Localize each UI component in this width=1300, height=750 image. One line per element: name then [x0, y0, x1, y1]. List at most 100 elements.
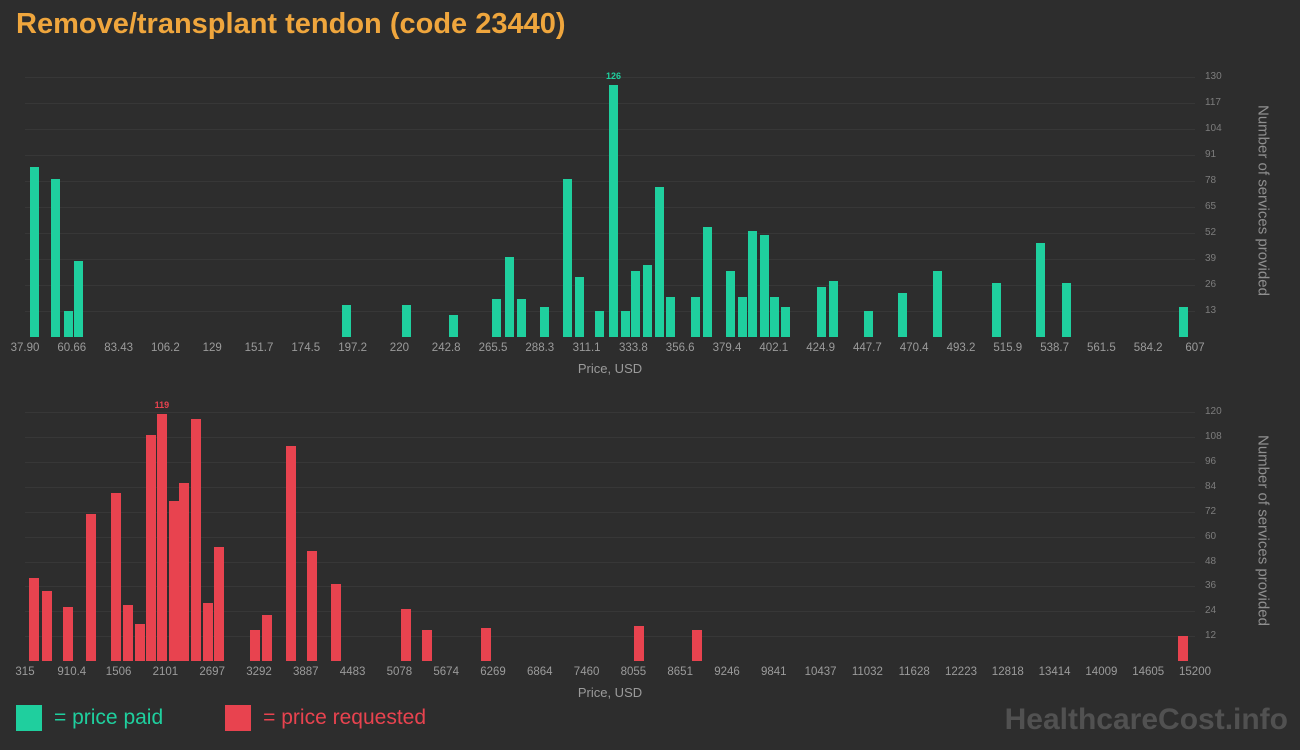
- x-tick-label: 9841: [761, 666, 787, 678]
- price-requested-y-axis-title: Number of services provided: [1254, 435, 1272, 626]
- histogram-bar[interactable]: [111, 493, 121, 661]
- histogram-bar[interactable]: [864, 311, 873, 337]
- max-bar-value-label: 119: [154, 400, 170, 410]
- histogram-bar[interactable]: [829, 281, 838, 337]
- x-tick-label: 106.2: [151, 342, 180, 354]
- histogram-bar[interactable]: [1036, 243, 1045, 337]
- histogram-bar[interactable]: [621, 311, 630, 337]
- histogram-bar[interactable]: [307, 551, 317, 661]
- histogram-bar[interactable]: [631, 271, 640, 337]
- x-tick-label: 8055: [620, 666, 647, 678]
- watermark: HealthcareCost.info: [1004, 703, 1288, 736]
- histogram-bar[interactable]: [179, 483, 189, 661]
- histogram-bar[interactable]: [63, 607, 73, 661]
- histogram-bar[interactable]: [135, 624, 145, 661]
- histogram-bar[interactable]: [770, 297, 779, 337]
- histogram-bar[interactable]: [595, 311, 604, 337]
- histogram-bar[interactable]: [481, 628, 491, 661]
- x-tick-label: 9246: [714, 666, 740, 678]
- x-tick-label: 424.9: [806, 342, 835, 354]
- histogram-bar[interactable]: [250, 630, 260, 661]
- histogram-bar[interactable]: [517, 299, 526, 337]
- price-paid-plot-area: 130 117 104 91 78 65 52 39 26 13 126: [25, 63, 1222, 337]
- histogram-bar[interactable]: [342, 305, 351, 337]
- histogram-bar[interactable]: [191, 419, 201, 661]
- x-tick-label: 584.2: [1133, 342, 1163, 354]
- histogram-bar[interactable]: [169, 501, 179, 661]
- histogram-bar[interactable]: [492, 299, 501, 337]
- histogram-bar[interactable]: [401, 609, 411, 661]
- page-title: Remove/transplant tendon (code 23440): [16, 8, 566, 40]
- x-tick-label: 6864: [527, 666, 553, 678]
- histogram-bar[interactable]: [1179, 307, 1188, 337]
- y-tick-label: 91: [1205, 149, 1217, 160]
- histogram-bar[interactable]: [703, 227, 712, 337]
- histogram-bar[interactable]: [817, 287, 826, 337]
- y-tick-label: 26: [1205, 279, 1217, 290]
- price-paid-x-axis-title: Price, USD: [577, 361, 643, 376]
- x-tick-label: 4483: [339, 666, 366, 678]
- histogram-bar[interactable]: [726, 271, 735, 337]
- histogram-bar[interactable]: [898, 293, 907, 337]
- histogram-bar[interactable]: [51, 179, 60, 337]
- histogram-bar[interactable]: [692, 630, 702, 661]
- histogram-bar[interactable]: [331, 584, 341, 661]
- histogram-bar[interactable]: [781, 307, 790, 337]
- y-tick-label: 39: [1205, 253, 1217, 264]
- x-tick-label: 7460: [573, 666, 600, 678]
- histogram-bar[interactable]: [42, 591, 52, 661]
- histogram-bar[interactable]: [1062, 283, 1071, 337]
- histogram-bar[interactable]: [157, 414, 167, 661]
- histogram-bar[interactable]: [992, 283, 1001, 337]
- x-tick-label: 493.2: [946, 342, 976, 354]
- histogram-bar[interactable]: [214, 547, 224, 661]
- histogram-bar[interactable]: [1178, 636, 1188, 661]
- histogram-bar[interactable]: [760, 235, 769, 337]
- y-tick-label: 120: [1205, 406, 1222, 418]
- histogram-bar[interactable]: [86, 514, 96, 661]
- x-tick-label: 8651: [667, 666, 693, 678]
- x-tick-label: 315: [15, 666, 35, 678]
- histogram-bar[interactable]: [402, 305, 411, 337]
- histogram-bar[interactable]: [74, 261, 83, 337]
- price-requested-x-axis: 315 910.4 1506 2101 2697 3292 3887 4483 5078 5674…: [15, 666, 1211, 684]
- x-tick-label: 515.9: [993, 342, 1023, 354]
- histogram-bar[interactable]: [286, 446, 296, 661]
- x-tick-label: 402.1: [759, 342, 789, 354]
- histogram-bar[interactable]: [666, 297, 675, 337]
- y-tick-label: 108: [1205, 431, 1222, 443]
- histogram-bar[interactable]: [643, 265, 652, 337]
- histogram-bar[interactable]: [422, 630, 432, 661]
- histogram-bar[interactable]: [738, 297, 747, 337]
- y-tick-label: 78: [1205, 175, 1217, 186]
- histogram-bar[interactable]: [505, 257, 514, 337]
- histogram-bar[interactable]: [30, 167, 39, 337]
- x-tick-label: 242.8: [431, 342, 461, 354]
- histogram-bar[interactable]: [609, 85, 618, 337]
- histogram-bar[interactable]: [262, 615, 272, 661]
- histogram-bar[interactable]: [655, 187, 664, 337]
- histogram-bar[interactable]: [563, 179, 572, 337]
- histogram-bar[interactable]: [575, 277, 584, 337]
- price-paid-y-axis-title: Number of services provided: [1254, 104, 1272, 296]
- price-requested-swatch: [225, 705, 252, 731]
- histogram-bar[interactable]: [29, 578, 39, 661]
- histogram-bar[interactable]: [449, 315, 458, 337]
- histogram-bar[interactable]: [146, 435, 156, 661]
- max-bar-value-label: 126: [605, 71, 622, 81]
- x-tick-label: 910.4: [57, 666, 87, 678]
- histogram-bar[interactable]: [540, 307, 549, 337]
- histogram-bar[interactable]: [691, 297, 700, 337]
- histogram-bar[interactable]: [634, 626, 644, 661]
- histogram-bar[interactable]: [64, 311, 73, 337]
- histogram-bar[interactable]: [123, 605, 133, 661]
- histogram-bar[interactable]: [748, 231, 757, 337]
- histogram-bar[interactable]: [203, 603, 213, 661]
- x-tick-label: 197.2: [338, 342, 367, 354]
- histogram-bar[interactable]: [933, 271, 942, 337]
- x-tick-label: 12818: [991, 666, 1024, 678]
- price-requested-plot-area: 120 108 96 84 72 60 48 36 24 12 119: [25, 400, 1222, 661]
- y-tick-label: 48: [1205, 555, 1217, 567]
- x-tick-label: 3292: [246, 666, 272, 678]
- y-tick-label: 96: [1205, 456, 1217, 468]
